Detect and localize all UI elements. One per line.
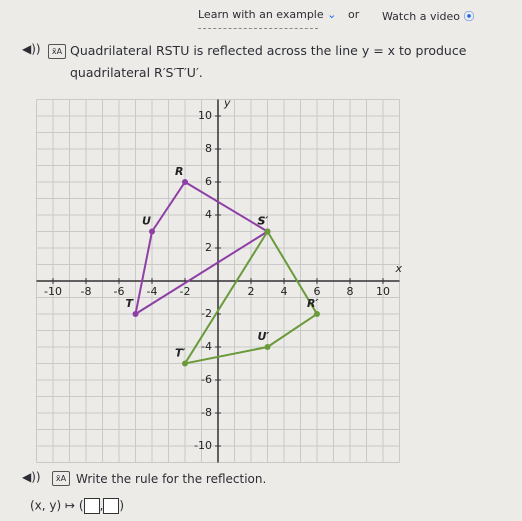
x-tick-label: 10 — [376, 285, 390, 298]
rule-suffix: ) — [119, 498, 125, 513]
rule-row: (x, y) ↦ (,) — [30, 498, 124, 514]
vertex-label: U′ — [258, 330, 270, 343]
x-axis-label: x — [395, 262, 403, 275]
or-text: or — [348, 8, 360, 21]
vertex-label: U — [142, 215, 151, 228]
y-axis-label: y — [223, 97, 231, 110]
x-tick-label: 4 — [281, 285, 288, 298]
y-tick-label: 10 — [198, 109, 212, 122]
x-tick-label: 2 — [248, 285, 255, 298]
task-prompt: Write the rule for the reflection. — [76, 472, 267, 486]
y-tick-label: 2 — [205, 241, 212, 254]
x-tick-label: -6 — [114, 285, 125, 298]
hint-icon: x̄A — [52, 471, 70, 486]
y-tick-label: -8 — [201, 406, 212, 419]
x-tick-label: -8 — [81, 285, 92, 298]
rule-prefix: (x, y) ↦ ( — [30, 498, 84, 513]
watch-link[interactable]: Watch a video ⦿ — [382, 10, 475, 23]
y-tick-label: 6 — [205, 175, 212, 188]
vertex — [264, 228, 271, 235]
y-tick-label: -10 — [194, 439, 212, 452]
x-tick-label: 8 — [347, 285, 354, 298]
vertex-label: S′ — [258, 215, 269, 228]
vertex — [149, 228, 155, 235]
question-text: Quadrilateral RSTU is reflected across t… — [70, 40, 510, 84]
vertex-label: S — [258, 215, 266, 228]
x-tick-label: -10 — [44, 285, 62, 298]
vertex — [132, 311, 139, 317]
x-tick-label: -4 — [147, 285, 158, 298]
answer-box-y[interactable] — [103, 498, 120, 514]
learn-text: Learn with an example — [198, 8, 324, 21]
x-tick-label: 6 — [314, 285, 321, 298]
y-tick-label: 4 — [205, 208, 212, 221]
vertex — [182, 179, 188, 185]
divider — [198, 28, 318, 29]
speaker-icon[interactable]: ◀)) — [22, 42, 41, 56]
hint-icon: x̄A — [48, 44, 66, 59]
vertex — [264, 344, 271, 350]
vertex-label: T′ — [175, 347, 186, 360]
y-tick-label: -2 — [201, 307, 212, 320]
y-tick-label: -6 — [201, 373, 212, 386]
vertex — [314, 311, 320, 317]
y-tick-label: 8 — [205, 142, 212, 155]
answer-box-x[interactable] — [83, 498, 100, 514]
vertex-label: R — [175, 165, 183, 178]
watch-text: Watch a video — [382, 10, 461, 23]
learn-link[interactable]: Learn with an example ⌄ — [198, 8, 337, 21]
vertex-label: R′ — [307, 297, 318, 310]
vertex-label: T — [126, 297, 135, 310]
speaker-icon[interactable]: ◀)) — [22, 470, 41, 484]
vertex — [182, 360, 188, 367]
rule-separator: , — [99, 498, 104, 513]
x-tick-label: -2 — [180, 285, 191, 298]
question: Quadrilateral RSTU is reflected across t… — [70, 43, 467, 80]
y-tick-label: -4 — [201, 340, 212, 353]
